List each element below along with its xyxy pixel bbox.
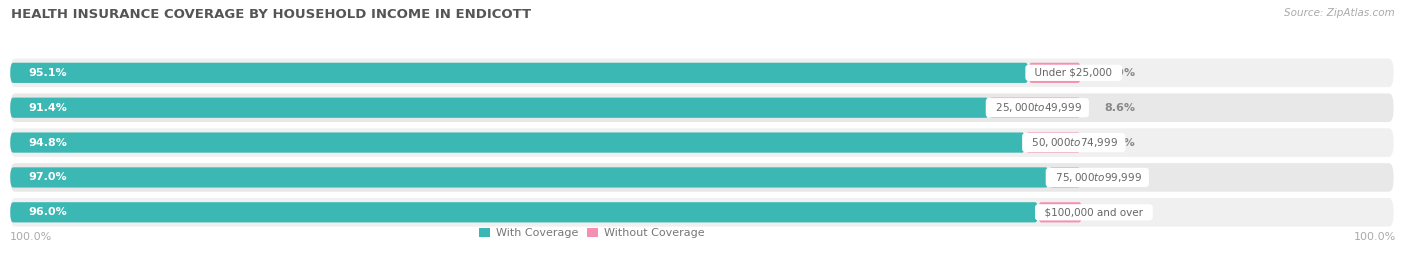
FancyBboxPatch shape bbox=[10, 63, 1029, 83]
Text: $100,000 and over: $100,000 and over bbox=[1038, 207, 1150, 217]
FancyBboxPatch shape bbox=[10, 132, 1025, 153]
FancyBboxPatch shape bbox=[10, 98, 988, 118]
FancyBboxPatch shape bbox=[1029, 63, 1081, 83]
Text: 95.1%: 95.1% bbox=[28, 68, 67, 78]
Text: 100.0%: 100.0% bbox=[1354, 232, 1396, 242]
Text: Source: ZipAtlas.com: Source: ZipAtlas.com bbox=[1284, 8, 1395, 18]
Text: 4.9%: 4.9% bbox=[1105, 68, 1136, 78]
FancyBboxPatch shape bbox=[10, 167, 1049, 187]
FancyBboxPatch shape bbox=[1025, 132, 1081, 153]
Text: $75,000 to $99,999: $75,000 to $99,999 bbox=[1049, 171, 1146, 184]
Text: 94.8%: 94.8% bbox=[28, 137, 67, 148]
FancyBboxPatch shape bbox=[10, 163, 1393, 192]
Text: 8.6%: 8.6% bbox=[1105, 103, 1136, 113]
Text: 5.2%: 5.2% bbox=[1105, 137, 1135, 148]
FancyBboxPatch shape bbox=[1038, 202, 1083, 222]
Text: 3.0%: 3.0% bbox=[1105, 172, 1135, 182]
FancyBboxPatch shape bbox=[1049, 167, 1081, 187]
Text: $25,000 to $49,999: $25,000 to $49,999 bbox=[988, 101, 1085, 114]
Text: 97.0%: 97.0% bbox=[28, 172, 67, 182]
FancyBboxPatch shape bbox=[10, 198, 1393, 226]
Text: HEALTH INSURANCE COVERAGE BY HOUSEHOLD INCOME IN ENDICOTT: HEALTH INSURANCE COVERAGE BY HOUSEHOLD I… bbox=[11, 8, 531, 21]
Text: Under $25,000: Under $25,000 bbox=[1029, 68, 1119, 78]
FancyBboxPatch shape bbox=[10, 93, 1393, 122]
Text: $50,000 to $74,999: $50,000 to $74,999 bbox=[1025, 136, 1122, 149]
Text: 96.0%: 96.0% bbox=[28, 207, 67, 217]
FancyBboxPatch shape bbox=[988, 98, 1081, 118]
Text: 91.4%: 91.4% bbox=[28, 103, 67, 113]
Legend: With Coverage, Without Coverage: With Coverage, Without Coverage bbox=[475, 223, 709, 242]
Text: 100.0%: 100.0% bbox=[10, 232, 52, 242]
FancyBboxPatch shape bbox=[10, 202, 1038, 222]
Text: 4.1%: 4.1% bbox=[1105, 207, 1136, 217]
FancyBboxPatch shape bbox=[10, 59, 1393, 87]
FancyBboxPatch shape bbox=[10, 128, 1393, 157]
